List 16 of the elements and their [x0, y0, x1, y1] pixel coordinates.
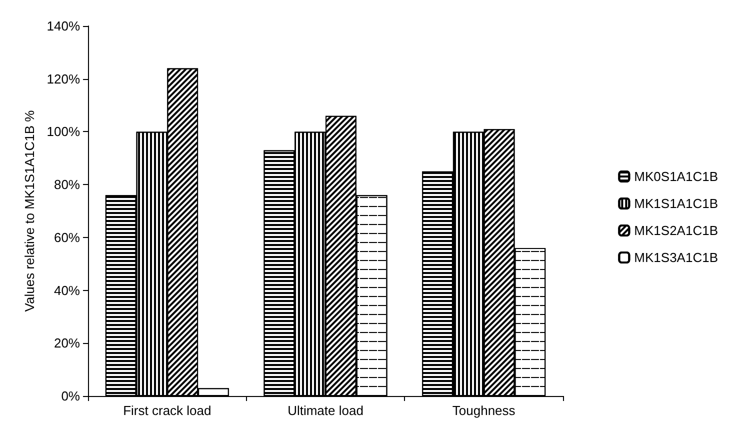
x-tick-label: Ultimate load [288, 403, 364, 418]
legend-label: MK1S2A1C1B [634, 223, 718, 238]
x-tick-label: Toughness [452, 403, 516, 418]
y-tick-label: 40% [54, 282, 80, 298]
y-tick-label: 20% [54, 336, 80, 351]
legend-label: MK0S1A1C1B [634, 169, 718, 184]
legend-label: MK1S3A1C1B [634, 250, 718, 265]
y-tick-label: 100% [46, 124, 80, 140]
y-tick-label: 60% [54, 230, 80, 245]
x-tick-label: First crack load [123, 403, 212, 418]
y-tick-label: 140% [46, 18, 80, 34]
legend-label: MK1S1A1C1B [634, 196, 718, 211]
y-tick-label: 120% [46, 71, 80, 86]
y-axis-title: Values relative to MK1S1A1C1B % [22, 110, 37, 312]
y-tick-label: 0% [61, 388, 80, 404]
y-tick-label: 80% [54, 177, 80, 192]
